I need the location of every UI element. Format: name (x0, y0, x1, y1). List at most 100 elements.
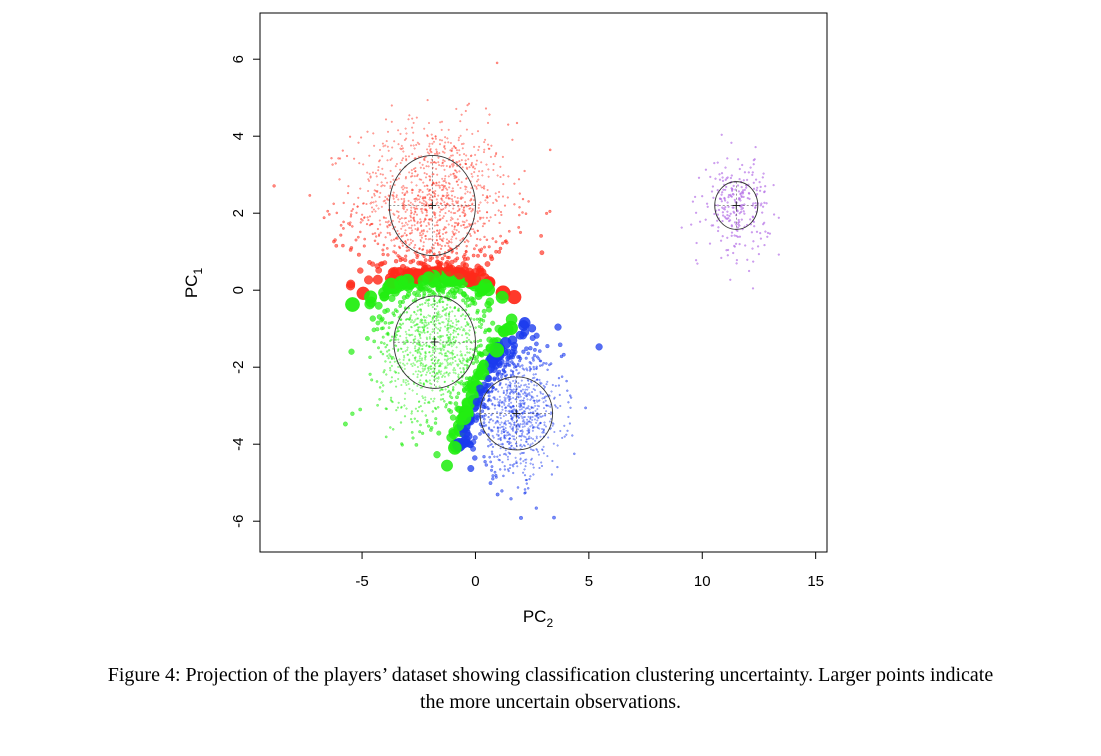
data-point (436, 347, 439, 350)
data-point (337, 157, 340, 160)
data-point (482, 313, 487, 319)
data-point (412, 339, 415, 342)
data-point (410, 175, 413, 178)
data-point (446, 195, 449, 198)
data-point (533, 384, 536, 387)
data-point (533, 426, 536, 429)
data-point (487, 143, 490, 146)
data-point (490, 414, 493, 417)
data-point (416, 213, 419, 216)
data-point (483, 330, 487, 335)
data-point (420, 321, 423, 324)
data-point (404, 240, 407, 243)
data-point (731, 192, 734, 196)
data-point (444, 352, 447, 355)
data-point (420, 359, 423, 362)
data-point (481, 387, 488, 394)
data-point (476, 344, 481, 348)
data-point (430, 194, 433, 197)
data-point (444, 141, 447, 144)
data-point (538, 378, 541, 381)
data-point (507, 335, 518, 345)
data-point (446, 355, 449, 358)
data-point (401, 322, 405, 325)
data-point (389, 158, 392, 161)
data-point (445, 403, 448, 406)
data-point (373, 144, 376, 147)
data-point (379, 223, 382, 226)
data-point (503, 434, 506, 437)
data-point (418, 198, 421, 201)
data-point (524, 346, 529, 351)
data-point (518, 365, 522, 368)
data-point (488, 440, 492, 443)
data-point (443, 226, 446, 229)
data-point (452, 295, 456, 300)
data-point (503, 204, 507, 207)
data-point (440, 128, 443, 131)
data-point (721, 211, 724, 214)
data-point (341, 243, 345, 248)
data-point (746, 197, 749, 200)
data-point (439, 237, 442, 240)
data-point (410, 410, 413, 413)
data-point (416, 351, 419, 354)
data-point (438, 301, 441, 304)
data-point (720, 200, 723, 203)
data-point (392, 250, 396, 254)
data-point (506, 386, 509, 389)
data-point (410, 209, 413, 212)
data-point (413, 213, 416, 216)
data-point (755, 189, 758, 192)
data-point (387, 326, 391, 330)
data-point (406, 346, 409, 349)
data-point (444, 244, 447, 247)
data-point (411, 191, 414, 194)
data-point (432, 349, 435, 352)
data-point (735, 262, 738, 265)
data-point (401, 191, 404, 194)
data-point (447, 339, 450, 342)
data-point (393, 259, 399, 264)
data-point (471, 203, 474, 206)
data-point (456, 210, 459, 213)
data-point (386, 231, 389, 234)
data-point (486, 121, 490, 124)
data-point (705, 202, 709, 205)
data-point (417, 359, 420, 362)
data-point (439, 352, 442, 355)
data-point (711, 185, 714, 188)
data-point (459, 239, 462, 242)
y-tick-label: -4 (230, 438, 247, 451)
data-point (456, 309, 459, 312)
data-point (403, 404, 406, 407)
data-point (745, 186, 748, 189)
data-point (374, 172, 377, 175)
data-point (334, 162, 337, 165)
data-point (432, 297, 436, 301)
data-point (445, 359, 448, 362)
data-point (413, 310, 416, 313)
data-point (407, 203, 410, 206)
data-point (441, 310, 444, 313)
data-point (354, 238, 358, 242)
data-point (766, 235, 769, 238)
data-point (458, 170, 461, 173)
data-point (425, 251, 429, 255)
data-point (438, 181, 441, 184)
data-point (342, 220, 345, 224)
data-point (436, 173, 439, 176)
data-point (446, 238, 449, 241)
data-point (434, 345, 437, 348)
data-point (496, 427, 499, 430)
data-point (385, 343, 389, 347)
data-point (402, 234, 405, 237)
data-point (345, 297, 360, 312)
data-point (713, 162, 716, 165)
data-point (435, 385, 438, 388)
data-point (531, 442, 534, 445)
data-point (398, 258, 403, 263)
data-point (521, 367, 524, 370)
data-point (523, 468, 526, 471)
